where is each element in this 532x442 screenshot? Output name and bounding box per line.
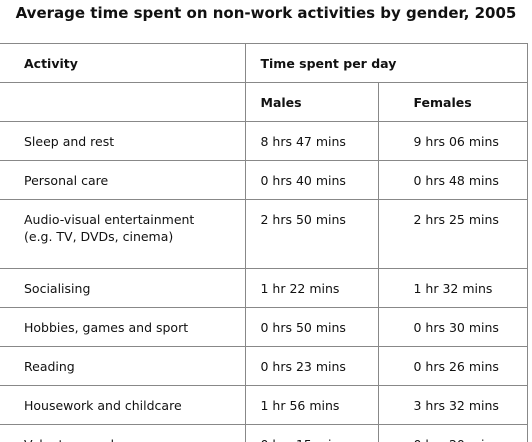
cell-text: Housework and childcare bbox=[24, 397, 182, 413]
data-row: Audio-visual entertainment (e.g. TV, DVD… bbox=[0, 199, 528, 269]
cell-text: 0 hrs 40 mins bbox=[260, 172, 346, 188]
table-cell: 1 hr 32 mins bbox=[377, 268, 528, 308]
cell-text: 0 hrs 26 mins bbox=[413, 358, 499, 374]
data-row: Personal care 0 hrs 40 mins 0 hrs 48 mins bbox=[0, 160, 528, 200]
table-cell: Hobbies, games and sport bbox=[0, 307, 245, 347]
data-row: Socialising 1 hr 22 mins 1 hr 32 mins bbox=[0, 268, 528, 308]
cell-text: 3 hrs 32 mins bbox=[413, 397, 499, 413]
cell-text: 9 hrs 06 mins bbox=[413, 133, 499, 149]
data-row: Housework and childcare 1 hr 56 mins 3 hrs… bbox=[0, 385, 528, 425]
empty-cell bbox=[0, 82, 245, 122]
header-text: Activity bbox=[24, 55, 78, 71]
cell-text: 2 hrs 50 mins bbox=[260, 212, 346, 227]
cell-text: Hobbies, games and sport bbox=[24, 319, 189, 335]
header-cell: Females bbox=[377, 82, 528, 122]
table-cell: Socialising bbox=[0, 268, 245, 308]
table-cell: 0 hrs 30 mins bbox=[377, 307, 528, 347]
cell-text: Personal care bbox=[24, 172, 109, 188]
table-cell: 2 hrs 25 mins bbox=[377, 199, 528, 269]
data-table: Activity Time spent per day Males Females Sl… bbox=[0, 43, 528, 442]
cell-text: 8 hrs 47 mins bbox=[260, 133, 346, 149]
cell-text: Socialising bbox=[24, 280, 91, 296]
header-row: Activity Time spent per day bbox=[0, 43, 528, 83]
table-cell: 0 hrs 48 mins bbox=[377, 160, 528, 200]
table-cell: Sleep and rest bbox=[0, 121, 245, 161]
cell-text: Reading bbox=[24, 358, 75, 374]
cell-text: 1 hr 32 mins bbox=[413, 280, 493, 296]
table-cell: Voluntary work bbox=[0, 424, 245, 442]
table-cell: Audio-visual entertainment (e.g. TV, DVD… bbox=[0, 199, 245, 269]
cell-text: 0 hrs 30 mins bbox=[413, 319, 499, 335]
cell-text: 0 hrs 23 mins bbox=[260, 358, 346, 374]
data-row: Hobbies, games and sport 0 hrs 50 mins 0 h… bbox=[0, 307, 528, 347]
header-cell: Activity bbox=[0, 43, 245, 83]
table-cell: 0 hrs 20 mins bbox=[377, 424, 528, 442]
table-cell: 8 hrs 47 mins bbox=[244, 121, 378, 161]
cell-text: 1 hr 56 mins bbox=[260, 397, 340, 413]
table-cell: 9 hrs 06 mins bbox=[377, 121, 528, 161]
table-cell: Reading bbox=[0, 346, 245, 386]
title: Average time spent on non-work activitie… bbox=[15, 4, 517, 22]
table-cell: 0 hrs 50 mins bbox=[244, 307, 378, 347]
subheader-row: Males Females bbox=[0, 82, 528, 122]
table-cell: 0 hrs 26 mins bbox=[377, 346, 528, 386]
cell-text: 0 hrs 48 mins bbox=[413, 172, 499, 188]
header-text: Time spent per day bbox=[260, 55, 397, 71]
table-cell: Personal care bbox=[0, 160, 245, 200]
table-cell: 1 hr 22 mins bbox=[244, 268, 378, 308]
header-cell: Males bbox=[244, 82, 378, 122]
data-row: Reading 0 hrs 23 mins 0 hrs 26 mins bbox=[0, 346, 528, 386]
data-row: Sleep and rest 8 hrs 47 mins 9 hrs 06 mins bbox=[0, 121, 528, 161]
table-cell: Housework and childcare bbox=[0, 385, 245, 425]
data-row: Voluntary work 0 hrs 15 mins 0 hrs 20 mins bbox=[0, 424, 528, 442]
cell-text: Sleep and rest bbox=[24, 133, 115, 149]
cell-text: Audio-visual entertainment (e.g. TV, DVD… bbox=[24, 212, 195, 244]
cell-text: 0 hrs 50 mins bbox=[260, 319, 346, 335]
cell-text: 0 hrs 20 mins bbox=[414, 436, 499, 442]
table-cell: 0 hrs 40 mins bbox=[244, 160, 378, 200]
header-text: Males bbox=[260, 94, 302, 110]
table-cell: 0 hrs 23 mins bbox=[244, 346, 378, 386]
table-cell: 0 hrs 15 mins bbox=[244, 424, 378, 442]
cell-text: 2 hrs 25 mins bbox=[413, 212, 499, 227]
cell-text: 0 hrs 15 mins bbox=[261, 436, 346, 442]
table-cell: 3 hrs 32 mins bbox=[377, 385, 528, 425]
table-cell: 1 hr 56 mins bbox=[244, 385, 378, 425]
cell-text: Voluntary work bbox=[24, 436, 118, 442]
cell-text: 1 hr 22 mins bbox=[260, 280, 340, 296]
header-text: Females bbox=[413, 94, 472, 110]
table-cell: 2 hrs 50 mins bbox=[244, 199, 378, 269]
header-cell: Time spent per day bbox=[244, 43, 528, 83]
